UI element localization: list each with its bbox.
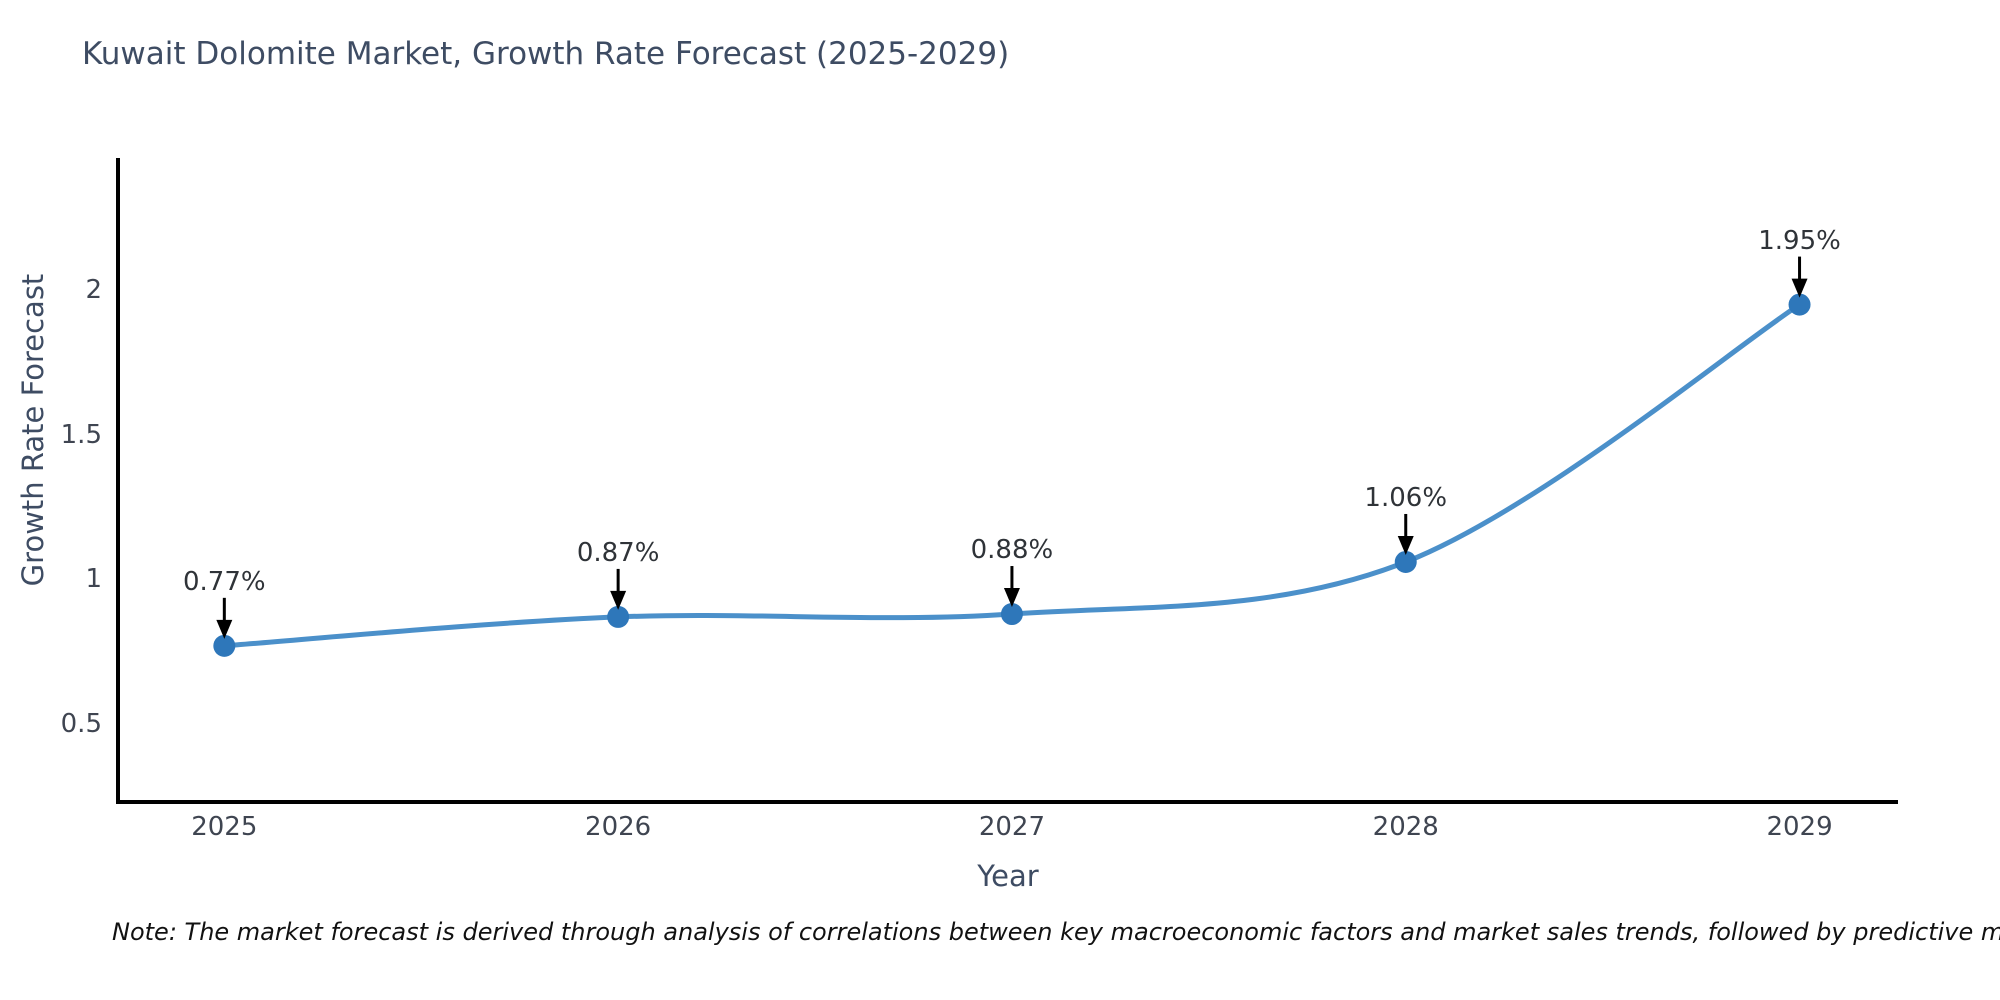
y-tick-label: 1.5 [60, 419, 102, 450]
x-tick-label: 2029 [1766, 812, 1833, 842]
y-tick-label: 0.5 [60, 708, 102, 739]
data-point-marker [1788, 293, 1811, 316]
annotation-arrowhead [216, 619, 233, 639]
footnote: Note: The market forecast is derived thr… [112, 918, 2000, 946]
annotation-arrowhead [1397, 535, 1414, 555]
point-annotation-label: 0.87% [576, 537, 660, 568]
x-tick-label: 2028 [1372, 812, 1439, 842]
point-annotation-label: 0.88% [970, 535, 1054, 566]
annotation-arrowhead [610, 590, 627, 610]
point-annotation-label: 0.77% [183, 566, 266, 597]
data-point-marker [607, 605, 630, 628]
annotation-arrowhead [1003, 588, 1020, 608]
y-tick-label: 1 [85, 564, 102, 595]
data-point-marker [1394, 550, 1417, 573]
x-tick-label: 2026 [585, 812, 652, 842]
x-tick-label: 2027 [978, 812, 1046, 842]
annotation-arrowhead [1791, 278, 1808, 298]
point-annotation-label: 1.06% [1364, 482, 1448, 513]
x-axis-title: Year [977, 859, 1039, 893]
data-point-marker [1000, 603, 1023, 626]
x-tick-label: 2025 [191, 812, 258, 842]
chart-title: Kuwait Dolomite Market, Growth Rate Fore… [82, 36, 1010, 72]
point-annotation-label: 1.95% [1758, 225, 1841, 256]
data-point-marker [213, 634, 236, 657]
y-tick-label: 2 [85, 275, 102, 306]
